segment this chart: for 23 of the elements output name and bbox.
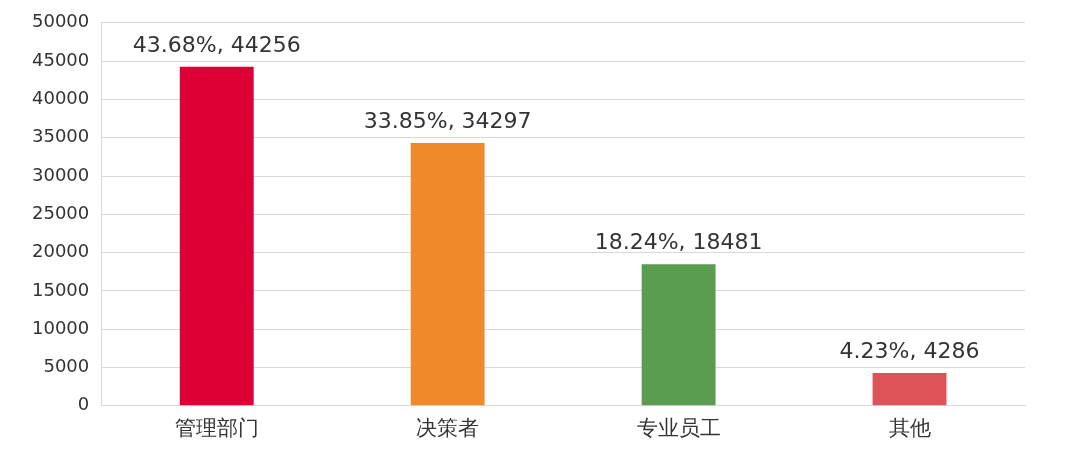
y-tick-label: 30000 (32, 163, 90, 185)
y-tick-label: 45000 (32, 48, 90, 70)
y-tick-label: 15000 (32, 278, 90, 300)
bar (410, 143, 485, 406)
bar (179, 66, 254, 406)
x-tick-label: 专业员工 (636, 415, 721, 440)
data-label: 18.24%, 18481 (594, 228, 763, 254)
data-label: 4.23%, 4286 (839, 337, 980, 363)
y-tick-label: 0 (77, 393, 90, 415)
y-tick-label: 25000 (32, 201, 90, 223)
bar (872, 372, 947, 406)
y-tick-label: 5000 (43, 355, 90, 377)
x-tick-label: 其他 (888, 415, 931, 440)
y-tick-label: 20000 (32, 240, 90, 262)
bar (641, 264, 716, 406)
y-tick-label: 35000 (32, 125, 90, 147)
data-label: 43.68%, 44256 (132, 31, 301, 57)
y-tick-label: 40000 (32, 87, 90, 109)
y-tick-label: 10000 (32, 316, 90, 338)
y-tick-label: 50000 (32, 10, 90, 32)
x-tick-label: 决策者 (416, 415, 480, 440)
data-label: 33.85%, 34297 (363, 107, 532, 133)
x-tick-label: 管理部门 (174, 415, 259, 440)
